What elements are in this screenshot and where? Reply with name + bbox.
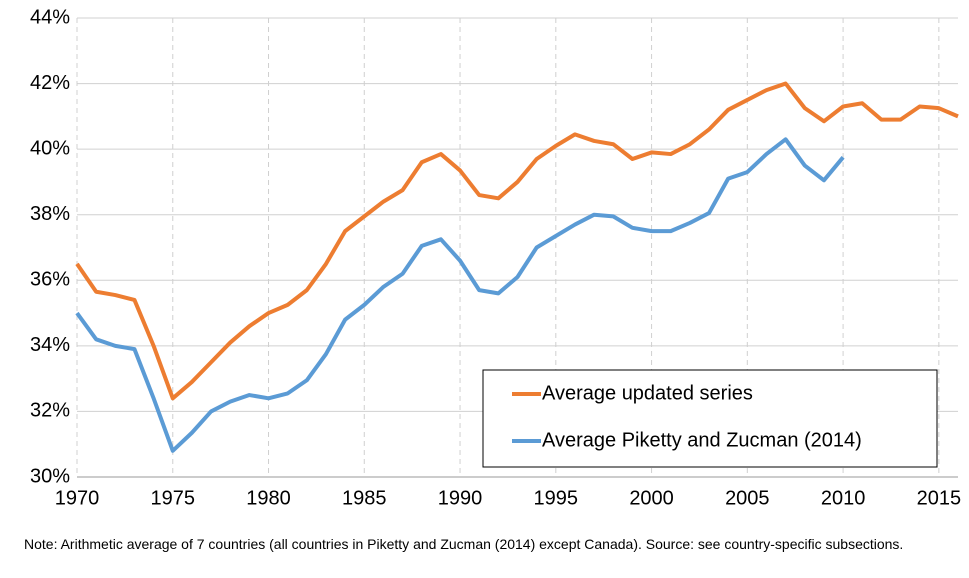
y-tick-label: 38% [30, 203, 70, 225]
line-series [75, 81, 959, 401]
y-tick-label: 30% [30, 465, 70, 487]
y-tick-label: 44% [30, 6, 70, 28]
x-tick-label: 1970 [55, 487, 100, 509]
x-tick-label: 1975 [151, 487, 196, 509]
x-tick-label: 1985 [342, 487, 387, 509]
x-tick-label: 2005 [725, 487, 770, 509]
line-series [75, 137, 845, 453]
legend-label: Average updated series [542, 382, 753, 404]
x-tick-label: 1995 [534, 487, 579, 509]
legend-box [482, 369, 938, 468]
x-tick-label: 2015 [917, 487, 962, 509]
y-tick-label: 42% [30, 72, 70, 94]
legend-label: Average Piketty and Zucman (2014) [542, 429, 862, 451]
chart: 30% 32% 34% 36% 38% 40% 42% 44% 1970 1975 1980 1985… [30, 6, 962, 509]
y-tick-label: 40% [30, 137, 70, 159]
x-tick-label: 1990 [438, 487, 483, 509]
x-tick-label: 2010 [821, 487, 866, 509]
x-tick-label: 2000 [629, 487, 674, 509]
y-tick-label: 36% [30, 269, 70, 291]
y-tick-label: 32% [30, 400, 70, 422]
x-tick-label: 1980 [246, 487, 291, 509]
note: Note: Arithmetic average of 7 countries … [24, 536, 904, 552]
y-tick-label: 34% [30, 334, 70, 356]
